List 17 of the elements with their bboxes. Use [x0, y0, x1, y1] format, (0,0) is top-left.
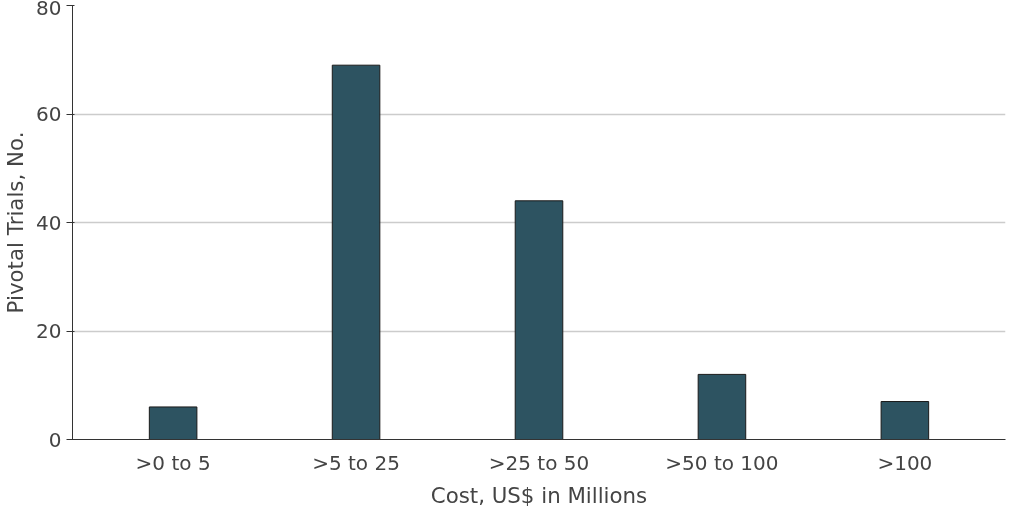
- x-tick-label: >5 to 25: [312, 450, 400, 475]
- y-tick-label: 60: [36, 102, 62, 126]
- y-axis-title: Pivotal Trials, No.: [3, 131, 29, 314]
- y-tick-label: 20: [36, 319, 62, 343]
- x-axis-title: Cost, US$ in Millions: [430, 482, 648, 508]
- x-tick-label: >25 to 50: [488, 450, 590, 475]
- x-tick-label: >100: [877, 450, 933, 475]
- bar: [514, 200, 564, 440]
- x-tick-label: >0 to 5: [135, 450, 211, 475]
- bar: [331, 64, 381, 440]
- bar: [148, 406, 198, 440]
- y-tick-label: 40: [36, 210, 62, 235]
- bar: [697, 373, 747, 440]
- x-tick-label: >50 to 100: [665, 450, 779, 475]
- y-tick-label: 80: [36, 0, 62, 20]
- y-tick-label: 0: [48, 427, 62, 452]
- bar: [880, 401, 930, 440]
